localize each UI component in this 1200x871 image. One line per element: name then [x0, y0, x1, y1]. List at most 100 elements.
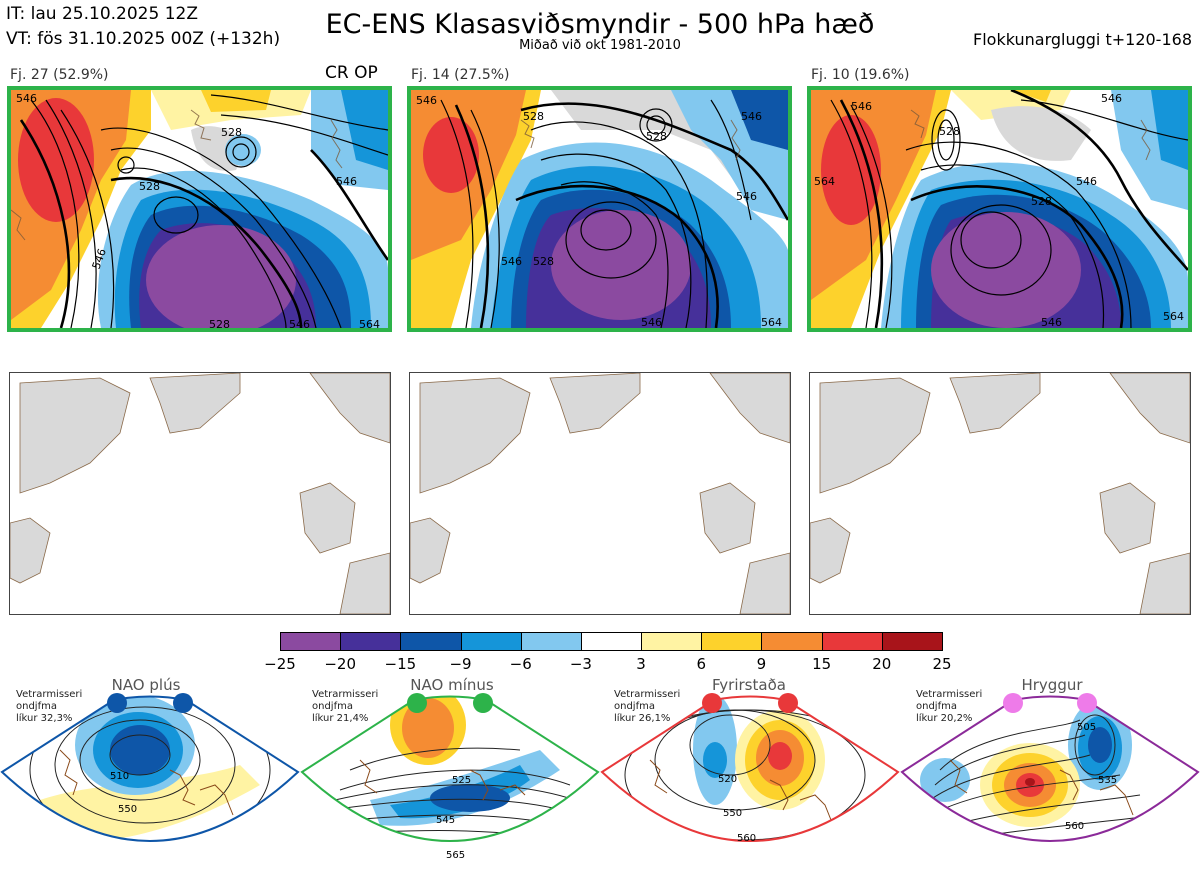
regime-dot	[702, 693, 722, 713]
colorbar-swatch	[761, 632, 823, 651]
contour-label: 564	[1163, 310, 1184, 323]
regime-frame-3	[600, 695, 900, 842]
regime-frame-2	[300, 695, 600, 842]
colorbar-swatch	[580, 632, 643, 651]
regime-dot	[778, 693, 798, 713]
note-line: Vetrarmisseri	[916, 689, 983, 700]
contour-label: 546	[289, 318, 310, 328]
colorbar-tick-label: 20	[872, 655, 892, 673]
contour-label: 564	[761, 316, 782, 328]
colorbar-tick-label: −6	[509, 655, 532, 673]
cluster-2-label: Fj. 14 (27.5%)	[411, 67, 510, 83]
regime-map-nao-plus	[2, 696, 298, 841]
contour-label: 546	[336, 175, 357, 188]
colorbar-tick-label: 3	[636, 655, 646, 673]
regime-note-4: Vetrarmisseri ondjfma líkur 20,2%	[916, 689, 982, 725]
note-line: ondjfma	[614, 701, 655, 712]
page-title: EC-ENS Klasasviðsmyndir - 500 hPa hæð	[325, 9, 875, 40]
initial-time: IT: lau 25.10.2025 12Z	[6, 4, 198, 24]
contour-label: 546	[1076, 175, 1097, 188]
cluster-map-2: 546 528 528 546 528 546 546 546 564	[407, 86, 792, 332]
contour-label: 528	[533, 255, 554, 268]
regime-dot	[473, 693, 493, 713]
regime-title-nao-plus: NAO plús	[111, 676, 181, 694]
regime-maps: 510 550 525 545 565 520 550 560 505 535 …	[0, 693, 1200, 861]
colorbar-tick-label: −25	[264, 655, 296, 673]
contour-label: 505	[1077, 722, 1096, 733]
note-line: líkur 20,2%	[916, 713, 973, 724]
note-line: Vetrarmisseri	[312, 689, 379, 700]
colorbar-tick-label: −20	[324, 655, 356, 673]
colorbar-swatch	[701, 632, 763, 651]
coastline-map-3	[810, 373, 1190, 614]
cluster-1-tag: CR OP	[325, 63, 378, 83]
contour-label: 546	[736, 190, 757, 203]
cluster-1-label: Fj. 27 (52.9%)	[10, 67, 109, 83]
regime-title-ridge: Hryggur	[1021, 676, 1083, 694]
contour-label: 546	[416, 94, 437, 107]
colorbar-swatch	[460, 632, 522, 651]
contour-label: 528	[646, 130, 667, 143]
contour-label: 528	[221, 126, 242, 139]
contour-label: 550	[118, 804, 137, 815]
contour-label: 510	[110, 771, 129, 782]
cluster-map-1: 546 528 528 546 528 546 546 564	[7, 86, 392, 332]
contour-label: 546	[641, 316, 662, 328]
anomaly-field-2: 546 528 528 546 528 546 546 546 564	[411, 90, 788, 328]
blank-map-2	[409, 372, 791, 615]
colorbar-tick-label: 6	[696, 655, 707, 673]
coastline-map-2	[410, 373, 790, 614]
colorbar-tick-label: 25	[932, 655, 952, 673]
colorbar-tick-label: 15	[812, 655, 832, 673]
note-line: ondjfma	[16, 701, 57, 712]
contour-label: 520	[718, 774, 737, 785]
colorbar-swatch	[400, 632, 462, 651]
note-line: ondjfma	[916, 701, 957, 712]
colorbar-tick-label: −3	[569, 655, 592, 673]
blank-map-1	[9, 372, 391, 615]
note-line: líkur 26,1%	[614, 713, 671, 724]
regime-note-1: Vetrarmisseri ondjfma líkur 32,3%	[16, 689, 82, 725]
contour-label: 546	[741, 110, 762, 123]
cluster-3-label: Fj. 10 (19.6%)	[811, 67, 910, 83]
colorbar-tick-label: −9	[449, 655, 472, 673]
page-subtitle: Miðað við okt 1981-2010	[519, 38, 681, 53]
regime-map-blocking	[602, 696, 898, 841]
anomaly-field-1: 546 528 528 546 528 546 546 564	[11, 90, 388, 328]
cluster-map-3: 546 528 546 546 564 528 546 564	[807, 86, 1192, 332]
contour-label: 565	[446, 850, 465, 861]
contour-label: 546	[501, 255, 522, 268]
regime-dot	[407, 693, 427, 713]
regime-frame-4	[900, 695, 1200, 842]
contour-label: 528	[139, 180, 160, 193]
note-line: ondjfma	[312, 701, 353, 712]
note-line: Vetrarmisseri	[16, 689, 83, 700]
regime-dot	[107, 693, 127, 713]
note-line: líkur 21,4%	[312, 713, 369, 724]
blank-map-3	[809, 372, 1191, 615]
anomaly-field-3: 546 528 546 546 564 528 546 564	[811, 90, 1188, 328]
colorbar-swatch	[340, 632, 402, 651]
contour-label: 550	[723, 808, 742, 819]
colorbar-swatch	[641, 632, 703, 651]
regime-note-3: Vetrarmisseri ondjfma líkur 26,1%	[614, 689, 680, 725]
colorbar-swatch	[821, 632, 883, 651]
contour-label: 525	[452, 775, 471, 786]
note-line: líkur 32,3%	[16, 713, 73, 724]
contour-label: 545	[436, 815, 455, 826]
regime-note-2: Vetrarmisseri ondjfma líkur 21,4%	[312, 689, 378, 725]
regime-title-nao-minus: NAO mínus	[410, 676, 494, 694]
contour-label: 546	[851, 100, 872, 113]
contour-label: 528	[523, 110, 544, 123]
valid-time: VT: fös 31.10.2025 00Z (+132h)	[6, 29, 281, 49]
contour-label: 546	[16, 92, 37, 105]
regime-frame-1	[0, 695, 300, 842]
contour-label: 528	[939, 125, 960, 138]
classification-window: Flokkunargluggi t+120-168	[973, 30, 1192, 49]
note-line: Vetrarmisseri	[614, 689, 681, 700]
contour-label: 528	[209, 318, 230, 328]
contour-label: 560	[1065, 821, 1084, 832]
coastline-map-1	[10, 373, 390, 614]
contour-label: 564	[814, 175, 835, 188]
regime-dot	[1077, 693, 1097, 713]
